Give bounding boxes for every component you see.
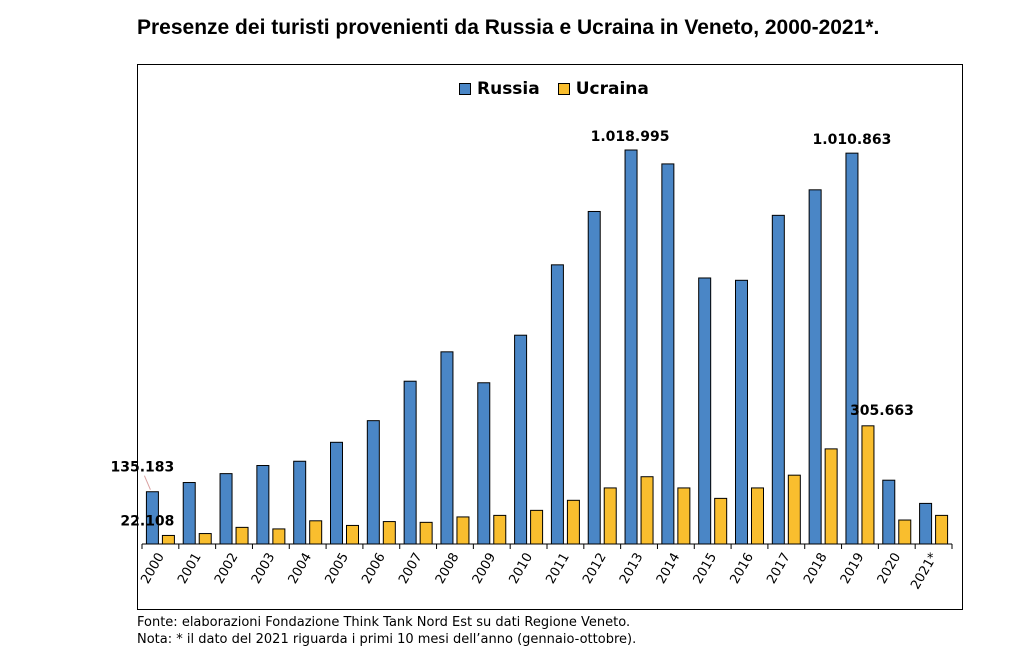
bar-russia-2007	[403, 380, 417, 545]
data-label-leader-line	[143, 475, 151, 490]
bar-russia-2001	[182, 482, 196, 545]
bar-ucraina-2019	[861, 425, 875, 545]
bar-ucraina-2010	[530, 509, 544, 545]
x-tick-label: 2018	[801, 551, 831, 587]
bar-ucraina-2006	[382, 521, 396, 545]
data-label-russia-2013: 1.018.995	[591, 129, 670, 145]
bar-russia-2010	[514, 334, 528, 545]
x-tick-label: 2010	[507, 551, 537, 587]
bar-russia-2005	[330, 441, 343, 545]
x-tick-label: 2015	[691, 551, 721, 587]
bar-ucraina-2016	[751, 487, 764, 545]
x-tick-label: 2011	[543, 551, 573, 587]
bar-russia-2016	[735, 279, 748, 545]
bar-ucraina-2001	[198, 533, 212, 545]
x-tick-label: 2007	[396, 551, 426, 587]
x-tick-label: 2020	[875, 551, 905, 587]
x-tick-label: 2008	[433, 551, 463, 587]
bar-ucraina-2000	[161, 534, 175, 545]
bar-ucraina-2017	[787, 474, 801, 545]
bar-ucraina-2008	[456, 516, 470, 545]
source-footnote: Fonte: elaborazioni Fondazione Think Tan…	[137, 615, 631, 630]
x-tick-label: 2009	[470, 551, 500, 587]
x-tick-label: 2002	[212, 551, 242, 587]
legend-item-ucraina[interactable]: Ucraina	[557, 79, 649, 99]
data-label-russia-2000: 135.183	[111, 460, 175, 476]
bar-ucraina-2012	[603, 487, 617, 545]
bar-ucraina-2013	[640, 476, 654, 545]
x-tick-label: 2021*	[908, 550, 941, 592]
bar-ucraina-2003	[272, 528, 286, 545]
x-tick-label: 2005	[322, 551, 352, 587]
bar-russia-2013	[624, 149, 638, 545]
bar-russia-2021	[919, 502, 933, 545]
bar-ucraina-2007	[419, 521, 433, 545]
bar-russia-2003	[256, 465, 270, 545]
note-footnote: Nota: * il dato del 2021 riguarda i prim…	[137, 632, 637, 647]
data-label-ucraina-2019: 305.663	[850, 403, 914, 419]
x-tick-label: 2003	[249, 551, 279, 587]
x-tick-label: 2004	[286, 551, 316, 587]
data-label-russia-2019: 1.010.863	[813, 132, 892, 148]
legend-label-ucraina: Ucraina	[575, 79, 649, 99]
bar-russia-2002	[219, 473, 233, 545]
x-tick-label: 2000	[138, 551, 168, 587]
bar-russia-2019	[845, 152, 859, 545]
x-tick-label: 2012	[580, 551, 610, 587]
bar-ucraina-2020	[898, 519, 912, 545]
bar-russia-2009	[477, 382, 491, 545]
chart-legend: Russia Ucraina	[459, 78, 649, 100]
legend-item-russia[interactable]: Russia	[459, 79, 540, 99]
bar-ucraina-2014	[677, 487, 691, 545]
x-tick-label: 2016	[727, 551, 757, 587]
bar-russia-2006	[366, 420, 380, 545]
bar-russia-2018	[808, 189, 822, 545]
bar-russia-2015	[698, 277, 712, 545]
bar-ucraina-2002	[235, 526, 249, 545]
bar-ucraina-2005	[346, 524, 359, 545]
x-tick-label: 2019	[838, 551, 868, 587]
bar-ucraina-2021	[935, 514, 949, 545]
bar-ucraina-2018	[824, 448, 838, 545]
bar-russia-2004	[293, 460, 307, 545]
legend-swatch-russia	[459, 83, 471, 95]
bar-ucraina-2011	[566, 499, 580, 545]
bar-russia-2014	[661, 163, 675, 545]
legend-swatch-ucraina	[557, 83, 570, 95]
x-tick-label: 2017	[764, 551, 794, 587]
x-tick-label: 2006	[359, 551, 389, 587]
bar-russia-2017	[771, 214, 785, 545]
bar-russia-2008	[440, 351, 454, 545]
bar-russia-2012	[587, 210, 601, 545]
chart-frame	[137, 64, 963, 610]
bar-ucraina-2009	[493, 514, 507, 545]
bar-ucraina-2015	[714, 497, 728, 545]
bar-ucraina-2004	[309, 520, 323, 545]
legend-label-russia: Russia	[477, 79, 540, 99]
chart-title: Presenze dei turisti provenienti da Russ…	[137, 16, 880, 39]
x-tick-label: 2001	[175, 551, 205, 587]
bar-russia-2011	[550, 264, 564, 545]
x-tick-label: 2014	[654, 551, 684, 587]
bar-russia-2020	[882, 479, 896, 545]
data-label-ucraina-2000: 22.108	[120, 513, 174, 529]
x-tick-label: 2013	[617, 551, 647, 587]
